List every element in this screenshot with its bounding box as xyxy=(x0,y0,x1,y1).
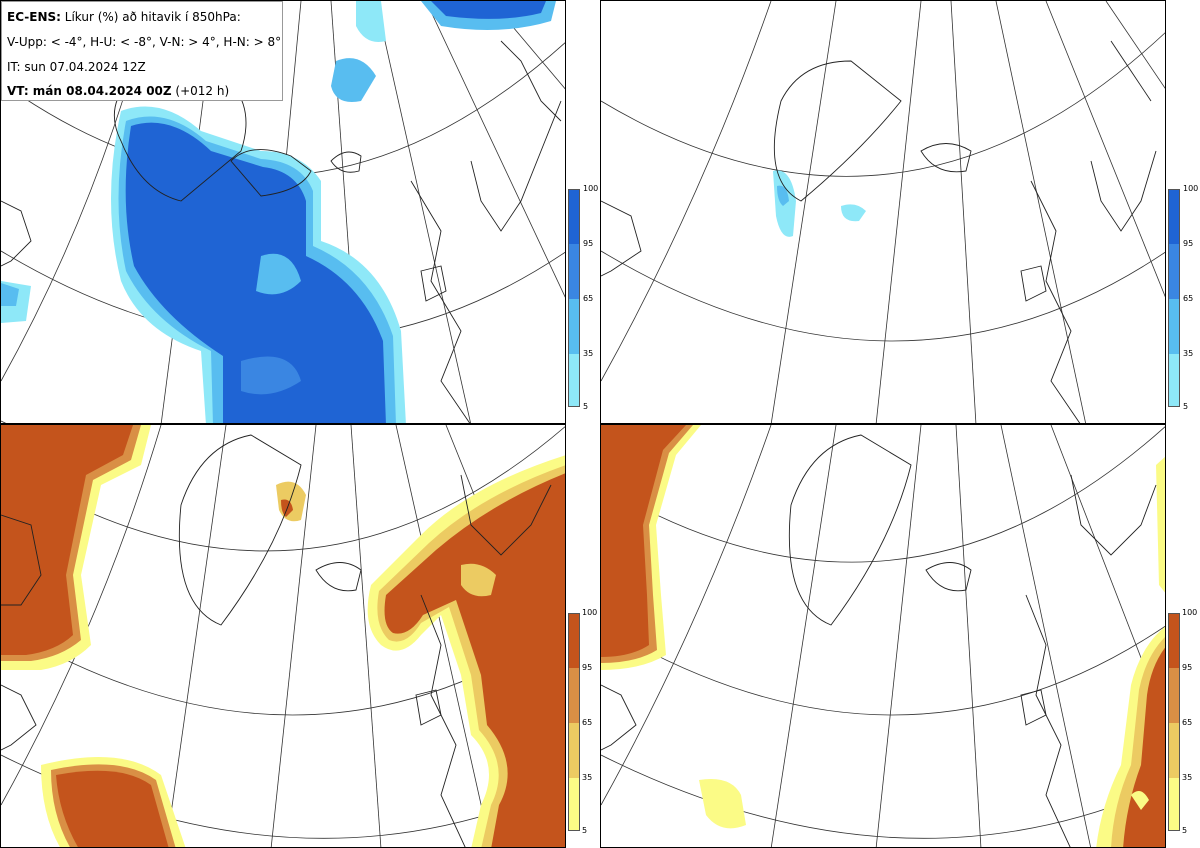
coastlines xyxy=(601,40,1157,423)
tick-label: 65 xyxy=(1183,294,1194,303)
model-label: EC-ENS: xyxy=(7,10,61,24)
forecast-title: Líkur (%) að hitavik í 850hPa: xyxy=(60,10,241,24)
colorbar-warm-right xyxy=(1168,613,1180,831)
graticule xyxy=(601,1,1165,423)
tick-label: 95 xyxy=(1183,239,1194,248)
map-canvas xyxy=(601,1,1165,423)
coastlines xyxy=(1,434,552,847)
tick-label: 35 xyxy=(583,349,594,358)
tick-label: 100 xyxy=(1183,184,1199,193)
forecast-offset: (+012 h) xyxy=(171,84,230,98)
map-canvas xyxy=(601,425,1165,847)
tick-label: 95 xyxy=(1182,663,1193,672)
map-canvas xyxy=(1,425,565,847)
map-panel-warm-4 xyxy=(0,424,566,848)
colorbar-cold-right xyxy=(1168,189,1180,407)
tick-label: 65 xyxy=(583,294,594,303)
map-panel-warm-8 xyxy=(600,424,1166,848)
tick-label: 35 xyxy=(1182,773,1193,782)
tick-label: 65 xyxy=(1182,718,1193,727)
tick-label: 5 xyxy=(1183,402,1189,411)
map-panel-cold-8 xyxy=(600,0,1166,424)
threshold-legend: V-Upp: < -4°, H-U: < -8°, V-N: > 4°, H-N… xyxy=(7,35,282,49)
tick-label: 65 xyxy=(582,718,593,727)
probability-field xyxy=(1,1,556,423)
colorbar-cold-left xyxy=(568,189,580,407)
info-box: EC-ENS: Líkur (%) að hitavik í 850hPa: V… xyxy=(1,1,283,101)
probability-field xyxy=(601,425,1165,847)
tick-label: 100 xyxy=(582,608,598,617)
coastlines xyxy=(601,434,1157,847)
tick-label: 5 xyxy=(583,402,589,411)
init-time: IT: sun 07.04.2024 12Z xyxy=(7,60,146,74)
tick-label: 100 xyxy=(583,184,599,193)
colorbar-warm-left xyxy=(568,613,580,831)
map-panel-cold-4: EC-ENS: Líkur (%) að hitavik í 850hPa: V… xyxy=(0,0,566,424)
tick-label: 35 xyxy=(1183,349,1194,358)
tick-label: 5 xyxy=(1182,826,1188,835)
tick-label: 95 xyxy=(582,663,593,672)
tick-label: 35 xyxy=(582,773,593,782)
tick-label: 100 xyxy=(1182,608,1198,617)
tick-label: 95 xyxy=(583,239,594,248)
map-canvas xyxy=(1,1,565,423)
probability-field xyxy=(1,425,565,847)
tick-label: 5 xyxy=(582,826,588,835)
probability-field xyxy=(773,170,866,237)
graticule xyxy=(601,425,1165,847)
valid-time: VT: mán 08.04.2024 00Z xyxy=(7,84,172,98)
